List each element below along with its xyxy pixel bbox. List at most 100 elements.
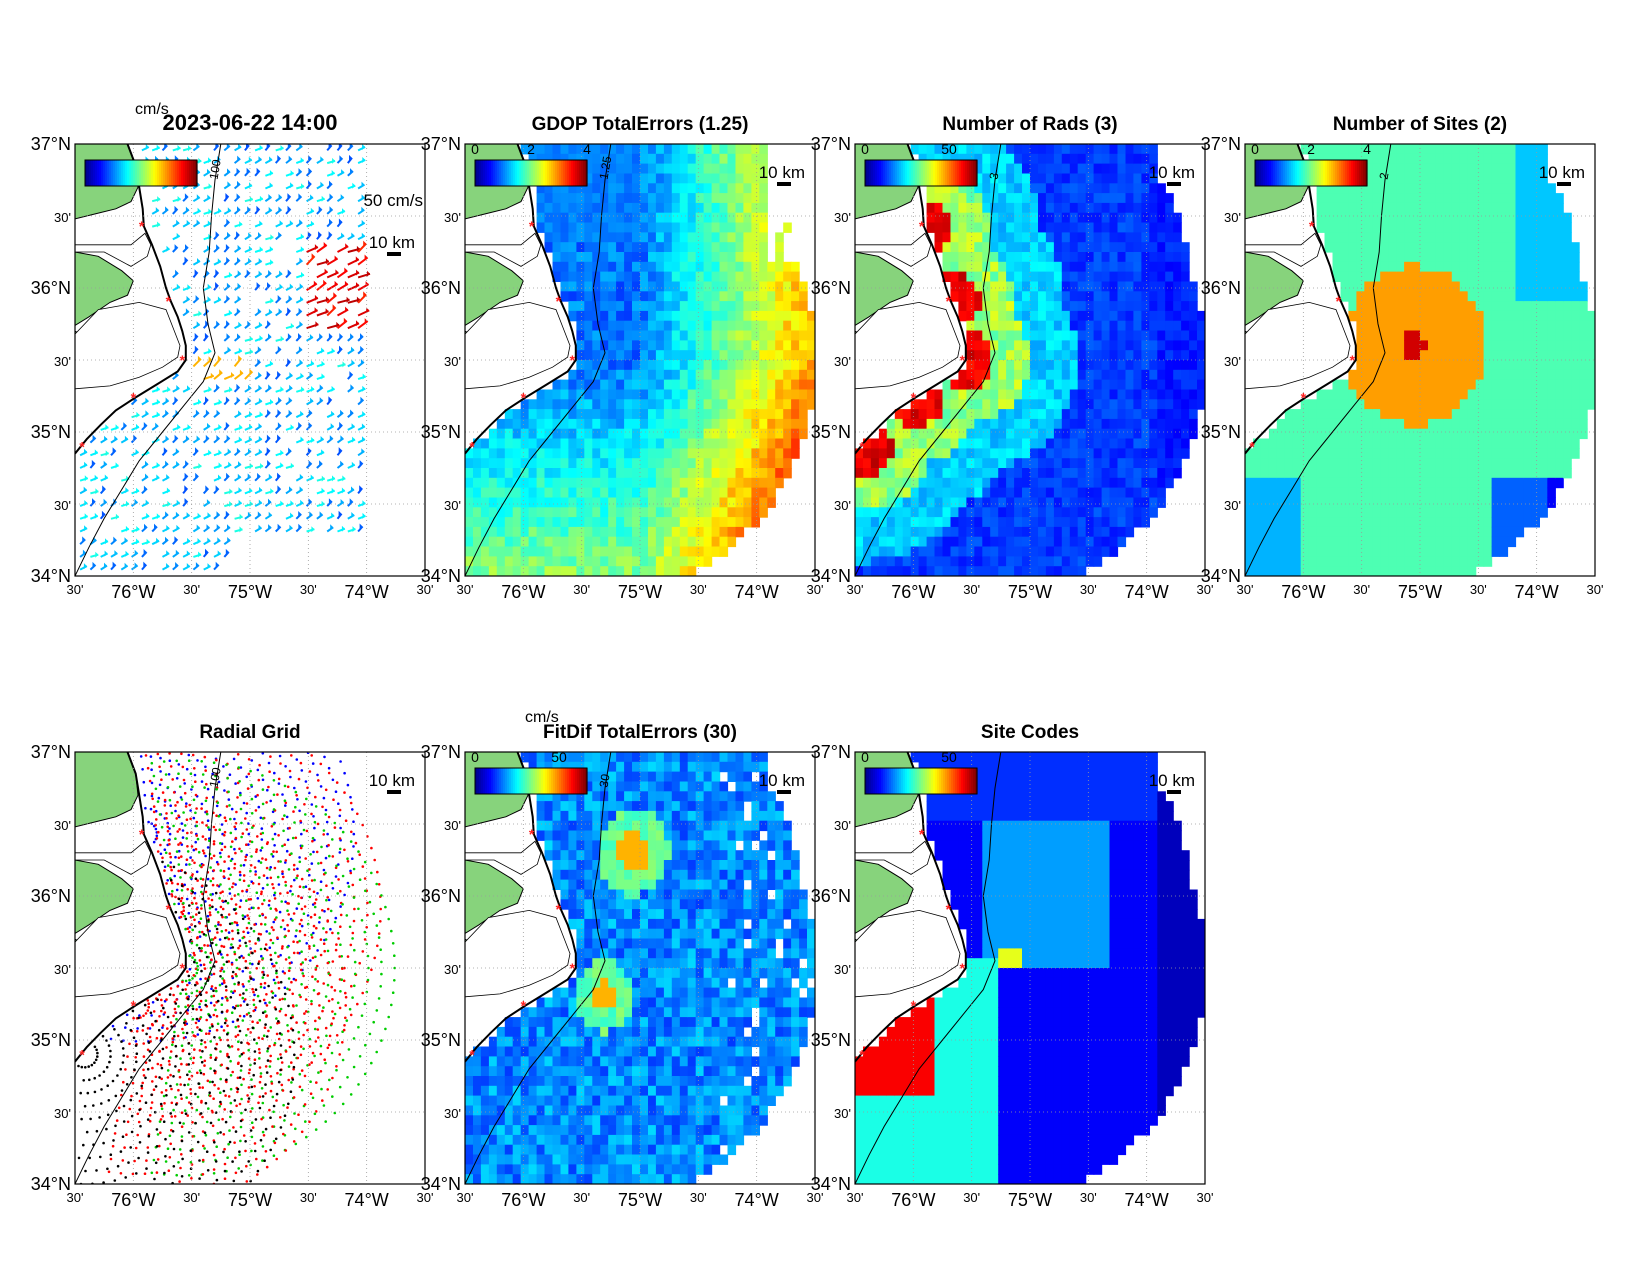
vector-scale-label: 50 cm/s	[363, 191, 423, 210]
lat-tick-label: 30'	[444, 498, 461, 513]
lon-tick-label: 76°W	[1281, 582, 1325, 602]
panel-title: GDOP TotalErrors (1.25)	[532, 114, 749, 135]
site-marker: *	[570, 960, 576, 976]
colorbar-frame	[1254, 159, 1368, 187]
lon-tick-label: 30'	[183, 1190, 200, 1205]
contour-label: 100	[207, 766, 224, 788]
lat-tick-label: 30'	[54, 818, 71, 833]
land-mass	[75, 251, 134, 326]
lat-tick-label: 35°N	[1201, 422, 1241, 442]
lon-tick-label: 30'	[300, 582, 317, 597]
lon-tick-label: 74°W	[1515, 582, 1559, 602]
map-frame	[854, 143, 1206, 577]
lon-tick-label: 30'	[1080, 582, 1097, 597]
depth-contour	[855, 752, 1002, 1184]
lat-tick-label: 35°N	[811, 1030, 851, 1050]
lon-tick-label: 30'	[457, 582, 474, 597]
lon-tick-label: 30'	[417, 582, 434, 597]
coastline	[465, 752, 577, 1063]
colorbar-frame	[864, 767, 978, 795]
lon-tick-label: 30'	[1587, 582, 1604, 597]
site-marker: *	[911, 389, 917, 405]
lon-tick-label: 30'	[183, 582, 200, 597]
lat-tick-label: 30'	[54, 210, 71, 225]
sound-water	[75, 909, 181, 998]
lon-tick-label: 30'	[573, 582, 590, 597]
site-marker: *	[180, 960, 186, 976]
lat-tick-label: 30'	[834, 354, 851, 369]
map-area: 30 * * * * * 10 km	[465, 752, 815, 1184]
lon-tick-label: 30'	[1353, 582, 1370, 597]
lon-tick-label: 76°W	[501, 582, 545, 602]
panel-radgrid: 100 * * * * * 10 km Radial Grid 37°N 30' 36°N 30' 35…	[31, 722, 434, 1210]
scale-label: 10 km	[759, 771, 805, 790]
panel-nsites: 2 * * * * * 10 km 0 2 4 Number of Sites (2) 37°N 30'…	[1201, 114, 1604, 602]
lon-tick-label: 75°W	[1008, 582, 1052, 602]
site-marker: *	[139, 218, 145, 234]
sound-water	[855, 301, 961, 390]
lon-tick-label: 30'	[573, 1190, 590, 1205]
scale-label: 10 km	[759, 163, 805, 182]
lat-tick-label: 34°N	[1201, 566, 1241, 586]
lon-tick-label: 30'	[690, 1190, 707, 1205]
map-area: * * * * * 10 km	[855, 752, 1205, 1184]
map-frame	[854, 751, 1206, 1185]
lon-tick-label: 75°W	[1398, 582, 1442, 602]
lat-tick-label: 30'	[834, 210, 851, 225]
lat-tick-label: 30'	[444, 818, 461, 833]
lon-tick-label: 76°W	[111, 1190, 155, 1210]
lat-tick-label: 35°N	[31, 422, 71, 442]
lon-tick-label: 76°W	[111, 582, 155, 602]
map-frame	[74, 143, 426, 577]
colorbar-tick: 0	[471, 749, 479, 765]
lon-tick-label: 76°W	[891, 1190, 935, 1210]
lon-tick-label: 30'	[807, 1190, 824, 1205]
depth-contour	[465, 752, 612, 1184]
land-mass	[855, 251, 914, 326]
lon-tick-label: 30'	[1197, 1190, 1214, 1205]
map-area: 100 * * * * * 10 km 50 cm/s	[75, 144, 425, 576]
lon-tick-label: 30'	[1197, 582, 1214, 597]
site-marker: *	[180, 352, 186, 368]
lon-tick-label: 75°W	[1008, 1190, 1052, 1210]
site-marker: *	[1249, 438, 1255, 454]
colorbar-tick: 0	[861, 141, 869, 157]
lat-tick-label: 34°N	[421, 566, 461, 586]
lon-tick-label: 30'	[963, 1190, 980, 1205]
lat-tick-label: 30'	[444, 354, 461, 369]
panel-title: Radial Grid	[199, 722, 300, 743]
sound-water	[465, 232, 542, 267]
scale-label: 10 km	[369, 771, 415, 790]
lon-tick-label: 76°W	[891, 582, 935, 602]
site-marker: *	[166, 293, 172, 309]
colorbar	[474, 767, 588, 795]
lon-tick-label: 74°W	[735, 582, 779, 602]
site-marker: *	[911, 997, 917, 1013]
site-marker: *	[556, 293, 562, 309]
site-marker: *	[521, 389, 527, 405]
lon-tick-label: 75°W	[228, 582, 272, 602]
lat-tick-label: 34°N	[811, 566, 851, 586]
site-marker: *	[139, 826, 145, 842]
scale-label: 10 km	[369, 233, 415, 252]
colorbar	[1254, 159, 1368, 187]
sound-water	[465, 301, 571, 390]
colorbar-frame	[864, 159, 978, 187]
lon-tick-label: 74°W	[1125, 582, 1169, 602]
colorbar-tick: 0	[471, 141, 479, 157]
site-marker: *	[859, 1046, 865, 1062]
lat-tick-label: 37°N	[31, 742, 71, 762]
colorbar	[84, 159, 198, 187]
site-marker: *	[960, 960, 966, 976]
colorbar	[864, 767, 978, 795]
lat-tick-label: 30'	[834, 818, 851, 833]
lat-tick-label: 35°N	[421, 422, 461, 442]
lat-tick-label: 37°N	[421, 742, 461, 762]
lat-tick-label: 30'	[1224, 210, 1241, 225]
lon-tick-label: 76°W	[501, 1190, 545, 1210]
lon-tick-label: 30'	[1470, 582, 1487, 597]
site-marker: *	[1350, 352, 1356, 368]
panel-sitecodes: * * * * * 10 km 0 50 Site Codes 37°N 30' 36°N 30' 35°…	[811, 722, 1214, 1210]
